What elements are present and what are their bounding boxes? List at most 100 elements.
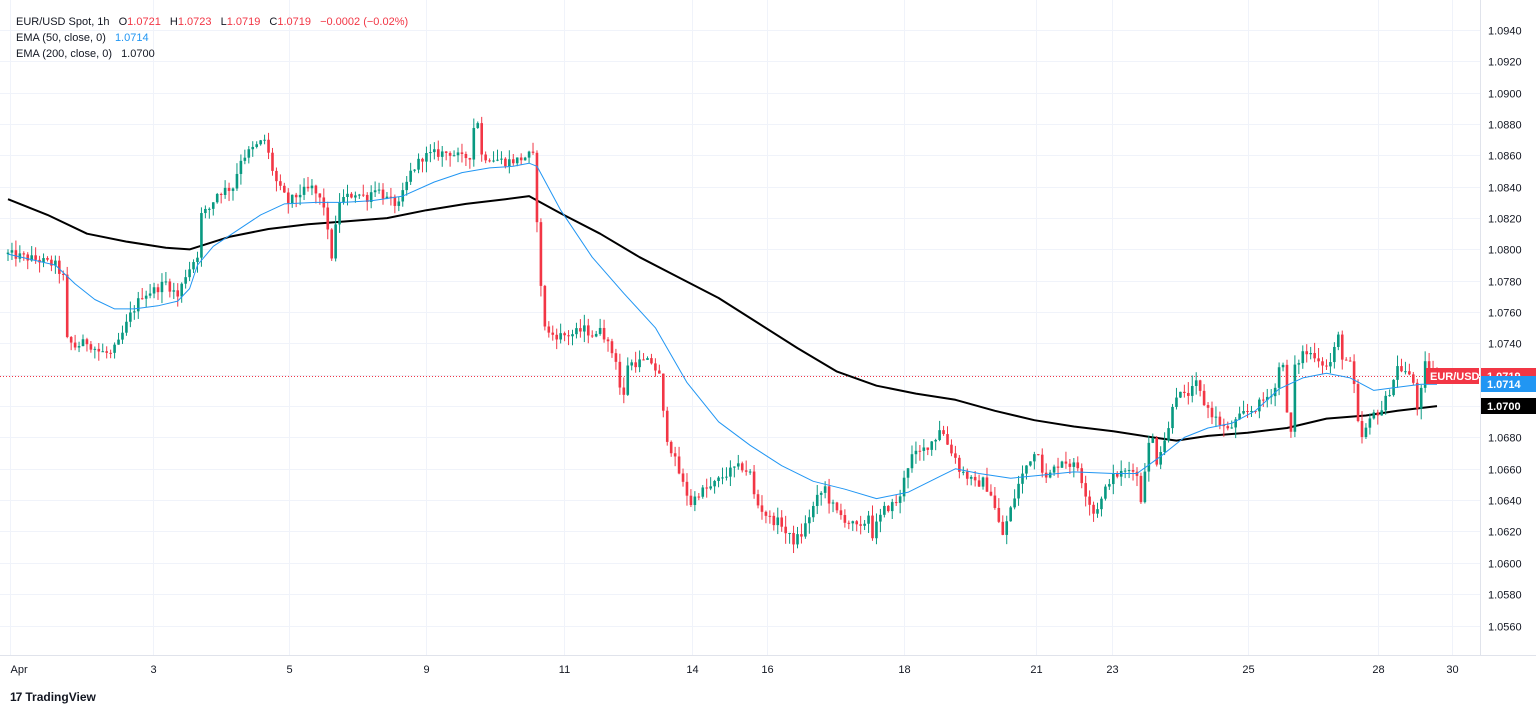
candle xyxy=(1352,354,1356,394)
candle-body xyxy=(247,149,251,158)
candle-body xyxy=(243,157,247,161)
candle xyxy=(515,157,519,167)
candle-body xyxy=(736,463,740,467)
candle xyxy=(689,489,693,508)
candle xyxy=(579,319,582,338)
candle xyxy=(1183,384,1186,398)
candle xyxy=(954,445,957,464)
ema-200-line xyxy=(7,195,1438,442)
candle-body xyxy=(1337,334,1340,347)
candle xyxy=(413,169,416,173)
candle-body xyxy=(393,196,397,206)
candle xyxy=(1412,371,1415,386)
candle-body xyxy=(819,492,823,495)
candle-body xyxy=(630,362,634,366)
candle-body xyxy=(1076,462,1080,469)
candle-body xyxy=(1360,421,1364,438)
candle xyxy=(156,283,160,300)
candle xyxy=(1202,384,1206,407)
candle xyxy=(160,273,164,304)
candle xyxy=(997,498,1001,524)
candle-body xyxy=(946,434,949,445)
candle-body xyxy=(1313,353,1316,359)
candle-body xyxy=(977,480,981,487)
candle-body xyxy=(1100,498,1103,510)
grid xyxy=(0,0,1480,655)
candle xyxy=(910,445,914,473)
candle-body xyxy=(235,173,239,189)
candle xyxy=(586,318,590,344)
candle-body xyxy=(958,457,961,472)
candle xyxy=(871,505,874,541)
candle xyxy=(200,207,203,267)
candle-body xyxy=(46,258,49,260)
ema200-row[interactable]: EMA (200, close, 0) 1.0700 xyxy=(16,46,408,62)
candle xyxy=(113,342,116,359)
ema50-label[interactable]: EMA (50, close, 0) xyxy=(16,32,106,44)
high-value: 1.0723 xyxy=(177,16,212,28)
candle-body xyxy=(673,453,677,457)
candle-body xyxy=(18,253,22,259)
candle-body xyxy=(511,159,515,164)
tradingview-brand[interactable]: 17 TradingView xyxy=(10,690,96,704)
candle-body xyxy=(784,526,787,534)
candle-body xyxy=(839,510,843,516)
candle xyxy=(630,359,634,371)
candle xyxy=(125,314,128,336)
candle-body xyxy=(381,189,385,199)
candle-body xyxy=(855,521,859,525)
candle-body xyxy=(464,153,468,159)
candle xyxy=(476,121,480,129)
candle xyxy=(1115,471,1119,479)
candle xyxy=(985,467,989,492)
candle xyxy=(69,336,73,351)
candle xyxy=(1384,391,1387,415)
candle xyxy=(1396,355,1399,388)
candle-body xyxy=(764,511,768,516)
candle xyxy=(373,181,377,198)
symbol-title[interactable]: EUR/USD Spot, 1h xyxy=(16,16,110,28)
candle xyxy=(906,467,910,489)
candle-body xyxy=(188,269,191,278)
candle-body xyxy=(527,151,531,158)
candle xyxy=(752,464,756,499)
candle-body xyxy=(669,441,673,454)
candle xyxy=(294,192,298,208)
candle xyxy=(914,441,918,464)
candle-body xyxy=(1143,471,1147,503)
time-axis[interactable]: Apr 3 5 9 11 14 16 18 21 23 25 28 30 xyxy=(11,664,1459,676)
candle xyxy=(547,321,551,338)
candle xyxy=(259,139,262,146)
candle xyxy=(1226,421,1230,431)
candle-body xyxy=(1281,364,1285,368)
candle xyxy=(401,182,405,207)
candle xyxy=(567,330,570,346)
candle-body xyxy=(283,185,286,193)
candle-body xyxy=(1123,470,1127,472)
candle-body xyxy=(997,507,1001,522)
candle xyxy=(1400,358,1403,373)
candle-body xyxy=(117,339,120,345)
candle-body xyxy=(176,290,180,297)
candle xyxy=(780,510,784,532)
candle xyxy=(1025,465,1028,480)
price-label-value: 1.0714 xyxy=(1487,379,1522,391)
time-tick-label: 14 xyxy=(686,664,698,676)
candle-body xyxy=(1364,427,1368,438)
candle-body xyxy=(279,181,282,186)
candle xyxy=(764,510,768,524)
ema50-row[interactable]: EMA (50, close, 0) 1.0714 xyxy=(16,30,408,46)
candle xyxy=(1376,409,1380,425)
candle xyxy=(184,269,187,289)
candle-body xyxy=(1151,437,1155,443)
ema200-label[interactable]: EMA (200, close, 0) xyxy=(16,48,112,60)
candle-body xyxy=(847,522,851,524)
candle xyxy=(665,406,669,446)
candle-body xyxy=(1226,426,1230,429)
price-axis[interactable]: 1.0560 1.0580 1.0600 1.0620 1.0640 1.0660 1.06… xyxy=(1488,26,1522,634)
symbol-row[interactable]: EUR/USD Spot, 1h O1.0721 H1.0723 L1.0719… xyxy=(16,14,408,30)
candle xyxy=(977,474,981,487)
candle-body xyxy=(519,157,523,161)
candle-body xyxy=(65,274,69,338)
candle-body xyxy=(658,370,661,374)
